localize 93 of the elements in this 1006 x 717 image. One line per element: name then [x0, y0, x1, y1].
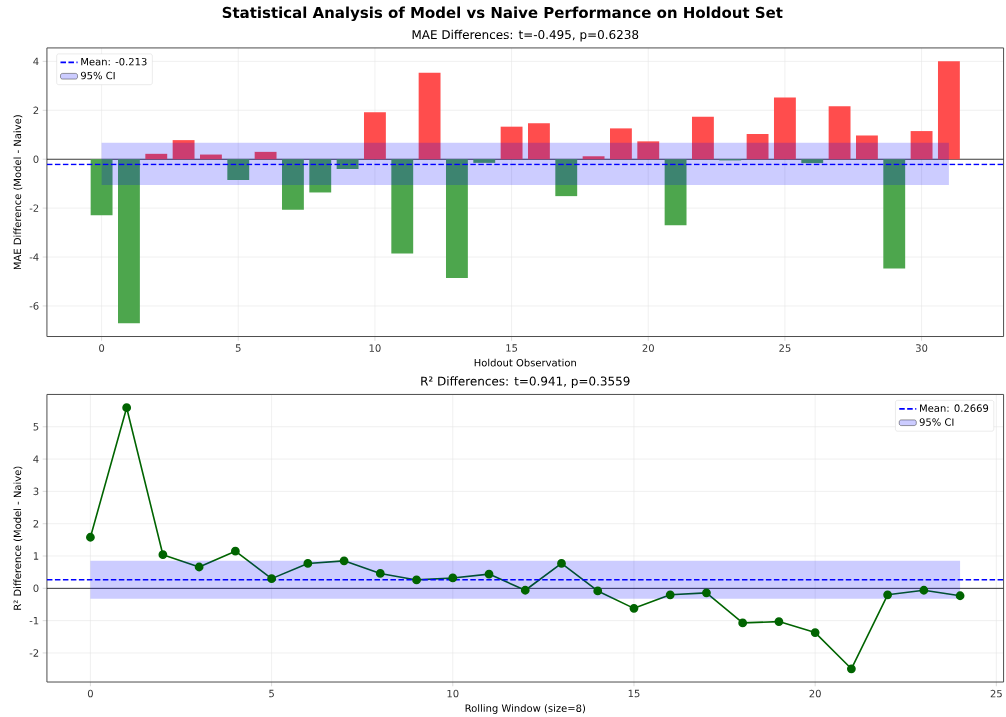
- point: [86, 532, 95, 542]
- bar: [828, 106, 851, 160]
- y-tick-label: 2: [33, 519, 39, 528]
- x-tick-label: 15: [506, 344, 518, 352]
- point: [702, 588, 711, 598]
- bar: [773, 97, 796, 160]
- point: [665, 590, 675, 600]
- x-tick-label: 20: [642, 344, 654, 352]
- bar: [555, 159, 578, 197]
- bar: [172, 140, 195, 160]
- point: [883, 590, 893, 600]
- point: [520, 585, 530, 595]
- chart-title: Statistical Analysis of Model vs Naive Performance on Holdout Set: [222, 6, 783, 22]
- x-tick-label: 25: [779, 344, 791, 352]
- point: [339, 556, 349, 566]
- y-tick-label: 5: [33, 422, 39, 431]
- y-axis-title: R² Difference (Model - Naive): [13, 466, 23, 610]
- bar: [445, 159, 468, 278]
- bar: [500, 126, 523, 160]
- chart-subtitle: MAE Differences: t=-0.495, p=0.6238: [412, 29, 639, 42]
- point: [774, 617, 784, 626]
- bar: [582, 156, 605, 160]
- bar: [282, 159, 304, 210]
- point: [919, 585, 929, 595]
- x-tick-label: 5: [269, 689, 274, 698]
- x-axis-title: Rolling Window (size=8): [465, 704, 585, 714]
- y-tick-label: 0: [33, 155, 39, 163]
- bar: [254, 151, 277, 160]
- bar: [418, 72, 441, 160]
- point: [810, 628, 820, 637]
- bar: [145, 153, 168, 160]
- y-tick-label: 0: [33, 584, 39, 592]
- y-tick-label: 2: [33, 106, 39, 114]
- point: [267, 574, 276, 583]
- bar: [90, 159, 113, 216]
- bar: [637, 141, 660, 160]
- legend-label: 95% CI: [80, 71, 115, 80]
- bar: [336, 159, 359, 169]
- y-tick-label: 4: [33, 57, 39, 65]
- point: [230, 546, 240, 556]
- bar: [691, 116, 714, 160]
- legend-label: Mean: -0.213: [81, 57, 147, 66]
- bar: [364, 112, 386, 160]
- x-tick-label: 10: [369, 344, 381, 352]
- x-tick-label: 30: [915, 344, 928, 352]
- point: [629, 603, 639, 613]
- legend-label: 95% CI: [919, 418, 954, 426]
- bar: [118, 159, 140, 324]
- bar: [937, 61, 960, 160]
- x-axis-title: Holdout Observation: [474, 358, 576, 367]
- point: [158, 550, 168, 559]
- y-tick-label: 3: [33, 487, 39, 496]
- bar: [227, 159, 250, 180]
- y-tick-label: 1: [33, 552, 39, 560]
- bar: [609, 128, 632, 160]
- bar: [664, 159, 687, 226]
- bar: [883, 159, 906, 269]
- bar: [527, 123, 550, 160]
- chart-title: R² Differences: t=0.941, p=0.3559: [421, 376, 630, 388]
- point: [593, 586, 603, 596]
- point: [448, 573, 458, 583]
- bar: [746, 133, 769, 160]
- y-tick-label: -2: [29, 649, 39, 657]
- x-tick-label: 10: [447, 689, 459, 698]
- x-tick-label: 0: [87, 689, 93, 698]
- point: [375, 568, 385, 578]
- point: [846, 664, 856, 674]
- y-tick-label: -4: [29, 253, 39, 261]
- point: [303, 558, 313, 568]
- bar: [855, 135, 878, 160]
- x-tick-label: 15: [628, 689, 640, 698]
- x-tick-label: 20: [809, 689, 821, 698]
- bar: [910, 130, 933, 160]
- y-tick-label: -1: [29, 616, 39, 625]
- bar: [391, 159, 414, 254]
- point: [955, 591, 965, 601]
- x-tick-label: 25: [990, 689, 1002, 698]
- point: [484, 569, 494, 579]
- y-tick-label: -2: [29, 204, 39, 212]
- point: [194, 562, 204, 572]
- x-tick-label: 0: [99, 344, 105, 352]
- bar: [473, 159, 496, 163]
- bar: [801, 159, 824, 164]
- point: [738, 618, 748, 628]
- legend-label: Mean: 0.2669: [920, 404, 989, 412]
- x-tick-label: 5: [235, 344, 241, 352]
- y-tick-label: -6: [29, 302, 39, 310]
- y-tick-label: 4: [33, 455, 39, 463]
- point: [122, 403, 132, 412]
- y-axis-title: MAE Difference (Model - Naive): [13, 115, 23, 269]
- point: [412, 575, 421, 585]
- bar: [309, 159, 332, 193]
- point: [557, 558, 566, 568]
